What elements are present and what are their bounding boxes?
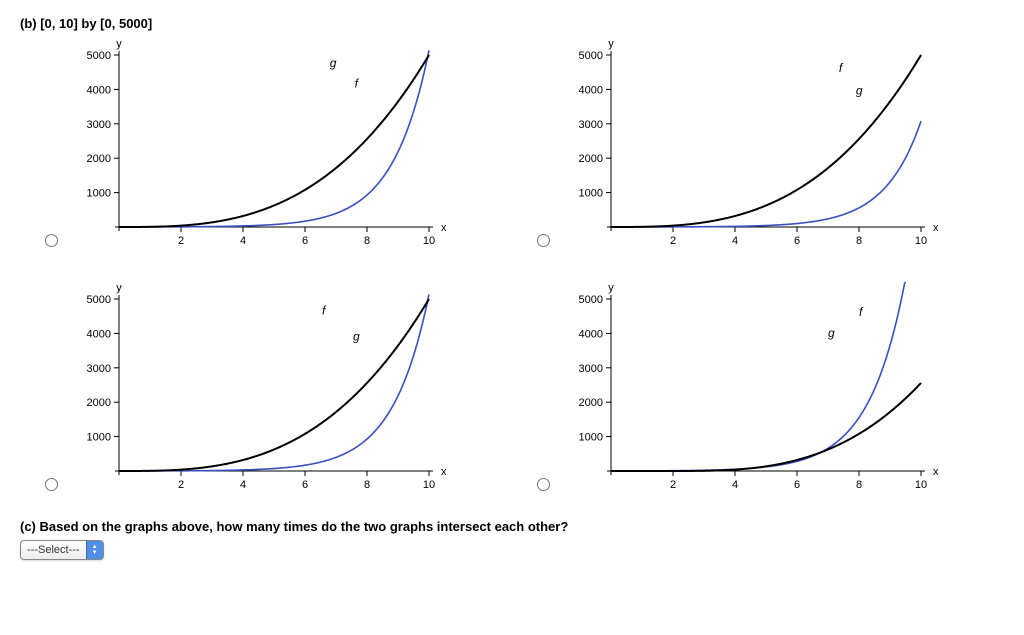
svg-text:f: f	[839, 61, 844, 75]
svg-text:2000: 2000	[87, 397, 111, 409]
svg-text:f: f	[859, 305, 864, 319]
svg-text:6: 6	[794, 479, 800, 491]
part-c-select[interactable]: ---Select--- ▲▼	[20, 540, 104, 560]
part-b-header: (b) [0, 10] by [0, 5000]	[20, 16, 1004, 31]
svg-text:8: 8	[364, 235, 370, 247]
svg-text:g: g	[828, 326, 835, 340]
svg-text:4000: 4000	[87, 84, 111, 96]
svg-text:4000: 4000	[579, 84, 603, 96]
svg-text:5000: 5000	[87, 50, 111, 62]
svg-text:10: 10	[423, 235, 435, 247]
svg-text:4: 4	[732, 235, 738, 247]
svg-text:8: 8	[856, 479, 862, 491]
svg-text:2: 2	[670, 235, 676, 247]
dropdown-arrows-icon: ▲▼	[86, 541, 103, 559]
svg-text:y: y	[608, 38, 614, 50]
svg-text:g: g	[330, 56, 337, 70]
svg-text:3000: 3000	[87, 363, 111, 375]
svg-text:4000: 4000	[579, 328, 603, 340]
svg-text:y: y	[116, 38, 122, 50]
svg-text:5000: 5000	[579, 294, 603, 306]
svg-text:2: 2	[178, 235, 184, 247]
svg-text:x: x	[441, 222, 447, 234]
svg-text:1000: 1000	[579, 188, 603, 200]
svg-text:f: f	[355, 77, 360, 91]
panel-3: 2 4 6 8 10 1000 2000 3000 4000 5000 x y f g	[40, 281, 512, 501]
part-c-question: (c) Based on the graphs above, how many …	[20, 519, 1004, 534]
svg-text:2: 2	[670, 479, 676, 491]
panel-1-radio[interactable]	[45, 234, 58, 247]
part-c-select-text: ---Select---	[21, 542, 86, 558]
svg-text:y: y	[608, 282, 614, 294]
svg-text:x: x	[441, 466, 447, 478]
svg-text:1000: 1000	[87, 432, 111, 444]
plots-grid: 24681010002000300040005000xyfg 246810100…	[40, 37, 1004, 501]
svg-text:4: 4	[732, 479, 738, 491]
svg-text:2000: 2000	[579, 397, 603, 409]
svg-text:4: 4	[240, 235, 246, 247]
svg-text:2: 2	[178, 479, 184, 491]
svg-text:1000: 1000	[579, 432, 603, 444]
svg-text:g: g	[353, 329, 360, 343]
svg-text:x: x	[933, 222, 939, 234]
panel-4-radio[interactable]	[537, 478, 550, 491]
svg-text:3000: 3000	[579, 363, 603, 375]
svg-text:2000: 2000	[579, 153, 603, 165]
svg-text:6: 6	[302, 479, 308, 491]
panel-4-plot: 2 4 6 8 10 1000 2000 3000 4000 5000 x y f g	[561, 281, 941, 501]
svg-text:y: y	[116, 282, 122, 294]
svg-text:8: 8	[364, 479, 370, 491]
svg-text:3000: 3000	[87, 119, 111, 131]
svg-text:6: 6	[302, 235, 308, 247]
svg-text:3000: 3000	[579, 119, 603, 131]
svg-text:8: 8	[856, 235, 862, 247]
svg-text:2000: 2000	[87, 153, 111, 165]
svg-text:10: 10	[915, 235, 927, 247]
svg-text:6: 6	[794, 235, 800, 247]
svg-text:10: 10	[915, 479, 927, 491]
panel-4: 2 4 6 8 10 1000 2000 3000 4000 5000 x y f g	[532, 281, 1004, 501]
panel-1-plot: 2 4 6 8 10 1000 2000 3000 4000 5000 x y f g	[69, 37, 449, 257]
svg-text:1000: 1000	[87, 188, 111, 200]
svg-text:5000: 5000	[579, 50, 603, 62]
svg-text:10: 10	[423, 479, 435, 491]
panel-2: 2 4 6 8 10 1000 2000 3000 4000 5000 x y fg	[532, 37, 1004, 257]
svg-text:g: g	[856, 84, 863, 98]
svg-text:x: x	[933, 466, 939, 478]
svg-text:4: 4	[240, 479, 246, 491]
panel-1: 2 4 6 8 10 1000 2000 3000 4000 5000 x y f g	[40, 37, 512, 257]
panel-3-plot: 2 4 6 8 10 1000 2000 3000 4000 5000 x y f g	[69, 281, 449, 501]
svg-text:f: f	[322, 303, 327, 317]
panel-3-radio[interactable]	[45, 478, 58, 491]
svg-text:5000: 5000	[87, 294, 111, 306]
svg-text:4000: 4000	[87, 328, 111, 340]
panel-2-radio[interactable]	[537, 234, 550, 247]
panel-2-plot: 2 4 6 8 10 1000 2000 3000 4000 5000 x y fg	[561, 37, 941, 257]
